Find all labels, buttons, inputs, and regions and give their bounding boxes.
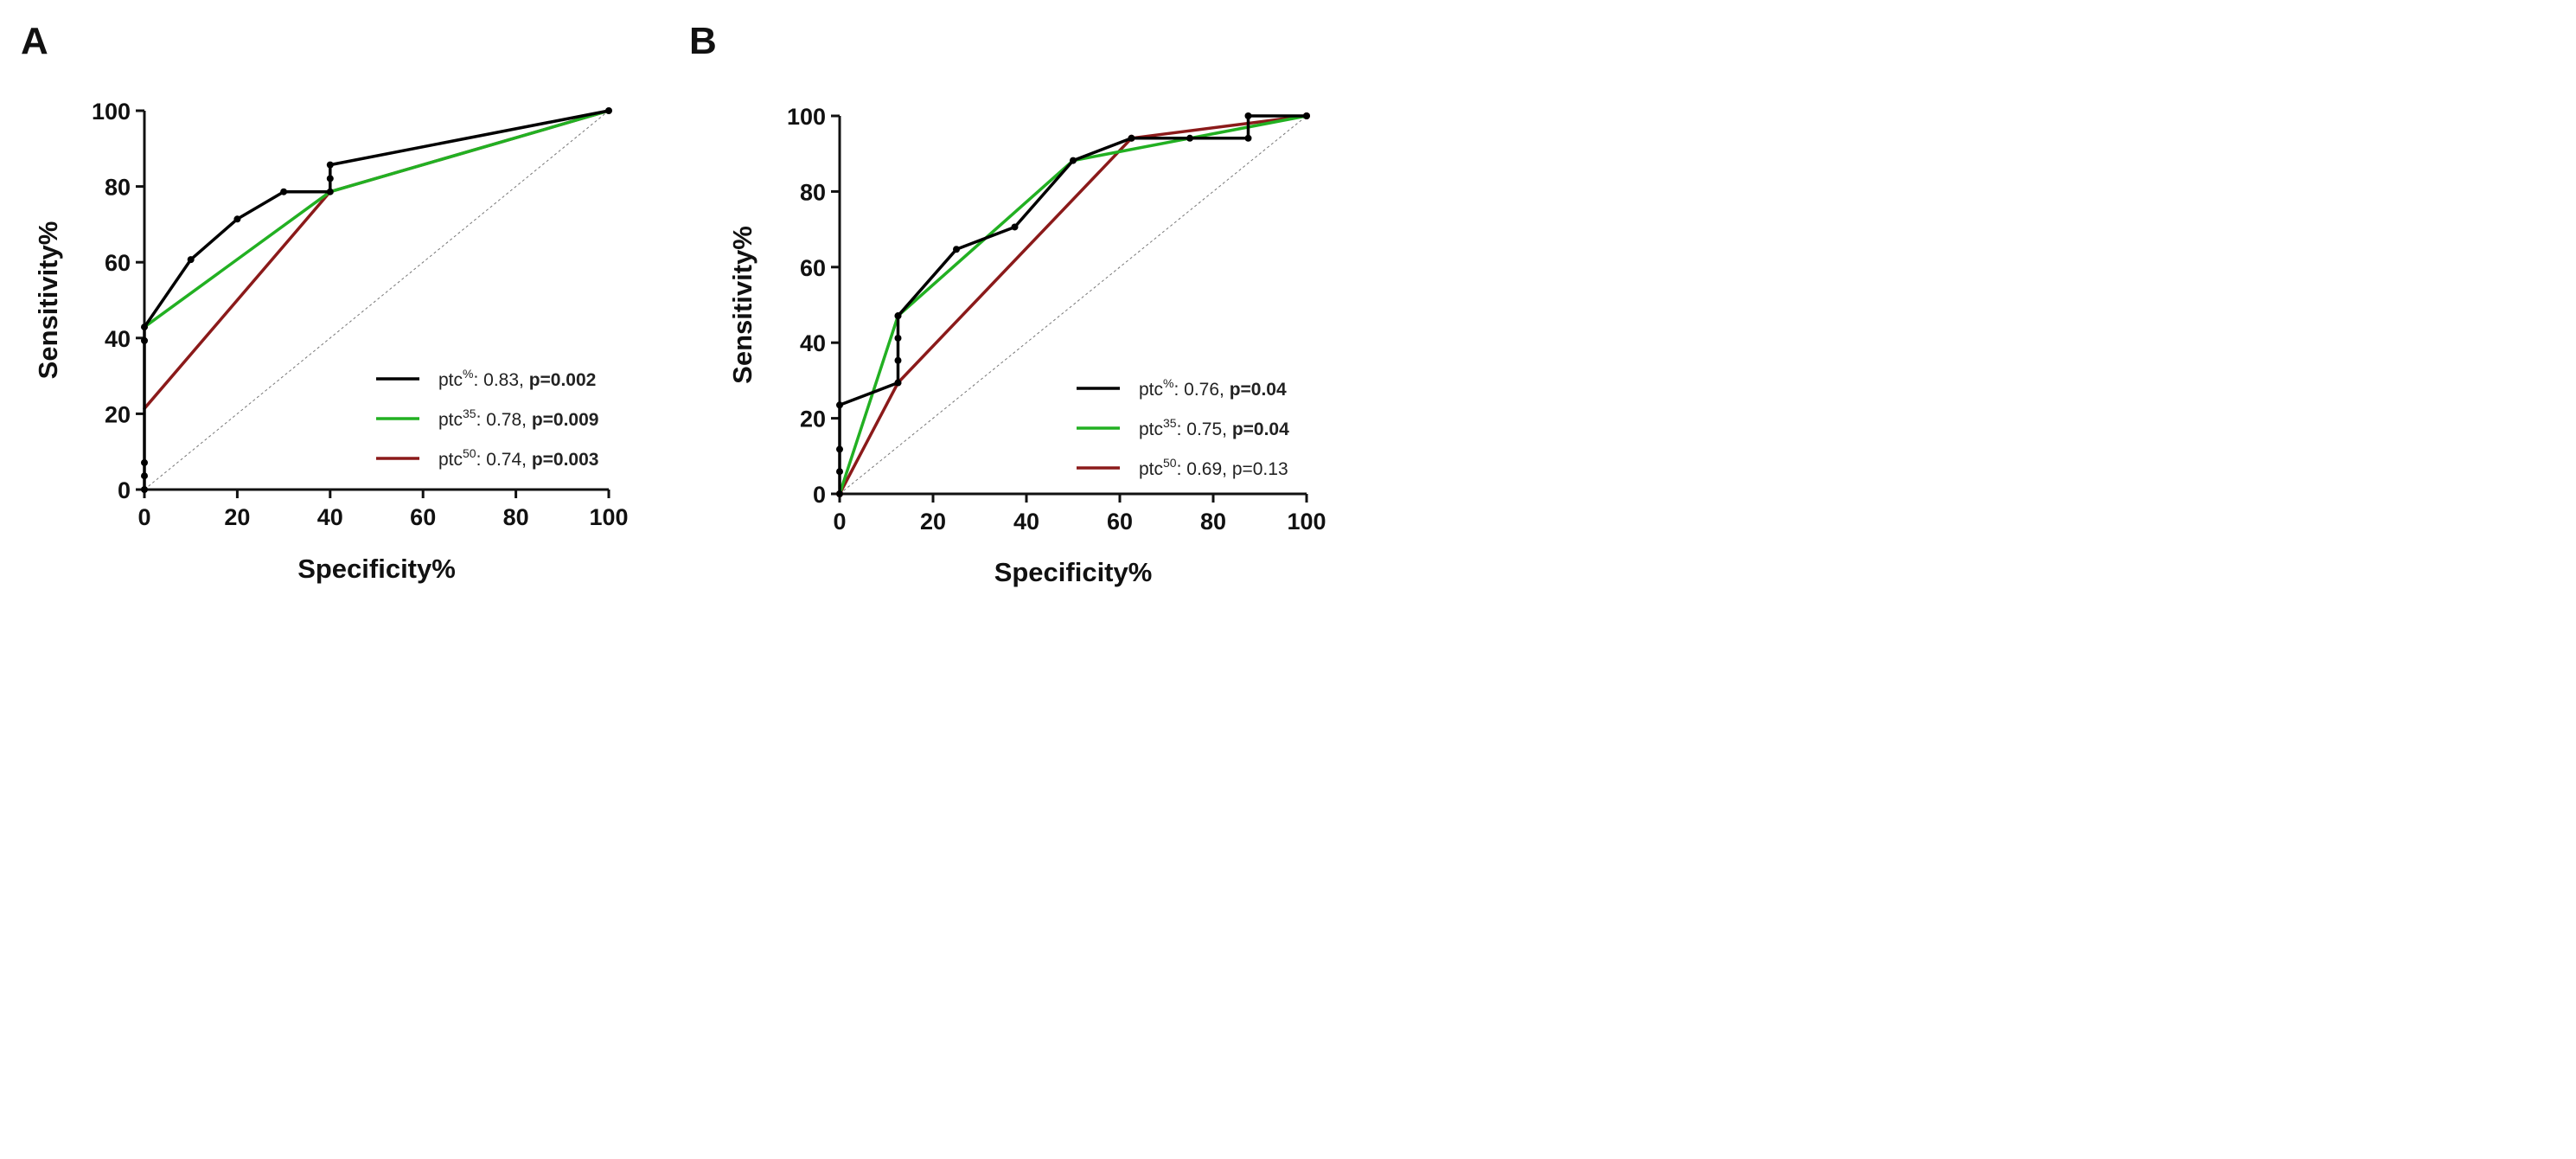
x-tick-label: 100 — [589, 504, 628, 530]
y-tick-label: 60 — [105, 250, 131, 276]
x-tick-label: 0 — [137, 504, 150, 530]
y-tick-label: 40 — [800, 330, 826, 356]
series-line-% — [838, 114, 1308, 496]
legend-label: ptc%: 0.83, p=0.002 — [438, 367, 596, 390]
data-point — [953, 246, 960, 253]
y-tick-label: 60 — [800, 255, 826, 281]
legend-label: ptc50: 0.74, p=0.003 — [438, 446, 598, 470]
y-axis-label: Sensitivity% — [33, 221, 63, 380]
y-tick-label: 20 — [800, 407, 826, 432]
data-point — [141, 336, 148, 344]
data-point — [605, 107, 612, 114]
legend-label: ptc%: 0.76, p=0.04 — [1139, 376, 1287, 400]
data-point — [1011, 223, 1019, 231]
legend-label: ptc35: 0.75, p=0.04 — [1139, 416, 1289, 439]
y-axis-label: Sensitivity% — [727, 226, 757, 384]
x-tick-label: 40 — [1013, 509, 1039, 535]
data-point — [1186, 134, 1193, 142]
reference-diagonal — [144, 110, 610, 490]
data-point — [326, 188, 334, 195]
series-line-50 — [838, 114, 1308, 496]
x-tick-label: 80 — [1200, 509, 1226, 535]
data-point — [326, 161, 334, 169]
x-tick-label: 40 — [317, 504, 343, 530]
x-axis-label: Specificity% — [297, 554, 456, 584]
x-tick-label: 60 — [1107, 509, 1133, 535]
series-line-35 — [143, 109, 610, 329]
legend-label: ptc50: 0.69, p=0.13 — [1139, 456, 1288, 479]
data-point — [1070, 157, 1077, 164]
data-point — [1244, 134, 1252, 142]
chart-panel-a: A 0 20 40 60 80 100 0 20 40 60 80 100 Specificity% Sen… — [21, 20, 629, 584]
legend: ptc%: 0.83, p=0.002 ptc35: 0.78, p=0.009 p… — [376, 367, 598, 470]
data-point — [836, 401, 843, 409]
data-point — [836, 468, 843, 476]
data-point — [1244, 112, 1252, 119]
y-tick-label: 0 — [813, 482, 826, 508]
data-point — [836, 490, 843, 497]
x-tick-label: 60 — [410, 504, 436, 530]
data-point — [894, 312, 902, 320]
y-tick-label: 0 — [118, 477, 131, 503]
data-point — [141, 458, 148, 466]
x-tick-label: 100 — [1287, 509, 1326, 535]
data-point — [894, 356, 902, 364]
data-point — [187, 256, 195, 264]
data-point — [894, 379, 902, 387]
data-point — [1128, 134, 1135, 142]
x-axis-label: Specificity% — [994, 557, 1153, 587]
panel-letter: A — [21, 20, 48, 62]
y-tick-label: 80 — [800, 179, 826, 205]
roc-figure: A 0 20 40 60 80 100 0 20 40 60 80 100 Specificity% Sen… — [21, 20, 1326, 587]
data-point — [233, 215, 241, 223]
x-tick-label: 80 — [503, 504, 529, 530]
y-tick-label: 20 — [105, 401, 131, 427]
y-tick-label: 100 — [787, 104, 826, 130]
data-point — [141, 486, 148, 493]
panel-letter: B — [689, 20, 717, 62]
x-tick-label: 20 — [920, 509, 946, 535]
y-tick-label: 80 — [105, 175, 131, 201]
data-point — [1303, 112, 1310, 119]
chart-panel-b: B 0 20 40 60 80 100 0 20 40 60 80 100 Specificity% Sen… — [689, 20, 1326, 587]
x-tick-label: 20 — [224, 504, 250, 530]
data-point — [326, 175, 334, 182]
data-point — [836, 445, 843, 453]
data-point — [141, 323, 148, 331]
reference-diagonal — [839, 115, 1307, 495]
legend-label: ptc35: 0.78, p=0.009 — [438, 407, 598, 430]
legend: ptc%: 0.76, p=0.04 ptc35: 0.75, p=0.04 ptc… — [1077, 376, 1289, 479]
y-tick-label: 100 — [92, 99, 131, 125]
data-point — [280, 188, 288, 195]
data-point — [141, 472, 148, 480]
y-tick-label: 40 — [105, 326, 131, 352]
x-tick-label: 0 — [833, 509, 846, 535]
data-point — [894, 334, 902, 342]
